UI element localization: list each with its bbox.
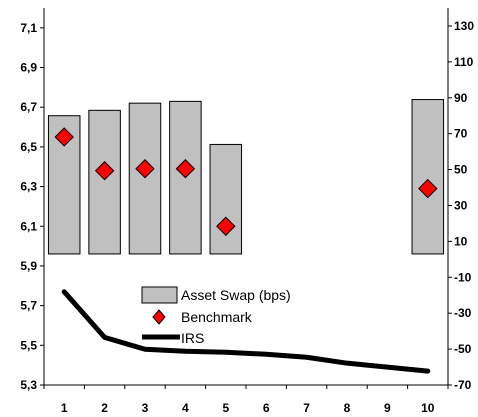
legend-label-asset-swap: Asset Swap (bps) xyxy=(181,287,291,303)
x-tick-label: 1 xyxy=(61,401,68,415)
left-tick-label: 6,1 xyxy=(20,219,37,233)
x-tick-label: 4 xyxy=(182,401,189,415)
right-axis: -70 -50 -30 -10 10 30 50 70 90 110 130 xyxy=(448,19,474,392)
benchmark-markers xyxy=(54,127,438,236)
left-tick-label: 6,7 xyxy=(20,100,37,114)
irs-line xyxy=(61,289,431,374)
legend-label-irs: IRS xyxy=(181,330,204,346)
left-tick-label: 6,3 xyxy=(20,180,37,194)
x-tick-label: 8 xyxy=(344,401,351,415)
left-tick-label: 5,3 xyxy=(20,378,37,392)
legend-swatch-asset-swap xyxy=(141,286,178,304)
right-tick-label: -70 xyxy=(454,378,472,392)
benchmark-marker xyxy=(418,178,438,199)
right-tick-label: 130 xyxy=(454,19,474,33)
right-tick-label: -50 xyxy=(454,342,472,356)
right-tick-label: -30 xyxy=(454,306,472,320)
benchmark-marker xyxy=(54,127,74,147)
left-tick-label: 6,9 xyxy=(20,61,37,75)
asset-swap-bar xyxy=(411,99,445,255)
irs-line-layer xyxy=(61,289,431,374)
x-tick-label: 3 xyxy=(142,401,149,415)
x-axis: 1 2 3 4 5 6 7 8 9 10 xyxy=(43,385,449,415)
benchmark-marker xyxy=(175,159,196,179)
asset-swap-bar xyxy=(88,109,121,255)
left-tick-label: 5,9 xyxy=(20,259,37,273)
right-tick-label: -10 xyxy=(454,270,472,284)
left-tick-label: 5,5 xyxy=(20,338,37,352)
left-tick-label: 6,5 xyxy=(20,140,37,154)
right-tick-label: 110 xyxy=(454,55,474,69)
x-tick-label: 5 xyxy=(222,401,229,415)
legend-label-benchmark: Benchmark xyxy=(181,309,253,325)
x-tick-label: 10 xyxy=(421,401,435,415)
benchmark-marker xyxy=(216,216,236,236)
left-axis: 5,3 5,5 5,7 5,9 6,1 6,3 6,5 6,7 6,9 7,1 xyxy=(20,21,44,392)
x-tick-label: 7 xyxy=(303,401,310,415)
left-tick-label: 5,7 xyxy=(20,299,37,313)
right-tick-label: 10 xyxy=(454,234,468,248)
right-tick-label: 30 xyxy=(454,198,468,212)
benchmark-marker xyxy=(135,159,155,179)
right-tick-label: 90 xyxy=(454,91,468,105)
asset-swap-bar xyxy=(128,102,162,255)
left-tick-label: 7,1 xyxy=(20,21,37,35)
x-tick-label: 6 xyxy=(263,401,270,415)
benchmark-marker xyxy=(94,160,115,181)
right-tick-label: 70 xyxy=(454,127,468,141)
legend: Asset Swap (bps) Benchmark IRS xyxy=(141,286,291,346)
legend-swatch-benchmark xyxy=(152,309,166,325)
asset-swap-bar xyxy=(209,143,243,255)
right-tick-label: 50 xyxy=(454,163,468,177)
x-tick-label: 2 xyxy=(101,401,108,415)
x-tick-label: 9 xyxy=(384,401,391,415)
